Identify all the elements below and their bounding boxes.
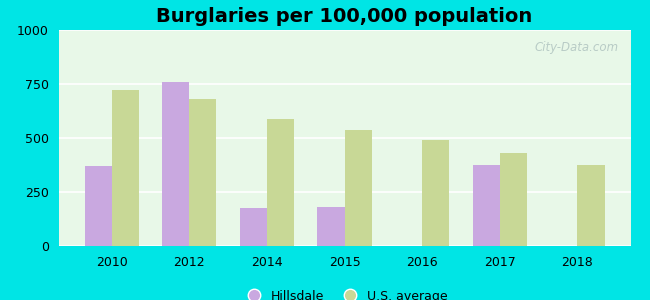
Text: City-Data.com: City-Data.com xyxy=(535,41,619,54)
Bar xyxy=(84,166,112,246)
Bar xyxy=(500,153,527,246)
Title: Burglaries per 100,000 population: Burglaries per 100,000 population xyxy=(157,7,532,26)
Bar xyxy=(473,165,500,246)
Bar xyxy=(344,130,372,246)
Bar xyxy=(189,99,216,246)
Bar xyxy=(422,140,449,246)
Bar xyxy=(162,82,189,246)
Legend: Hillsdale, U.S. average: Hillsdale, U.S. average xyxy=(236,285,453,300)
Bar xyxy=(577,165,605,246)
Bar xyxy=(267,118,294,246)
Bar xyxy=(112,91,139,246)
Bar xyxy=(317,207,344,246)
Bar xyxy=(240,208,267,246)
